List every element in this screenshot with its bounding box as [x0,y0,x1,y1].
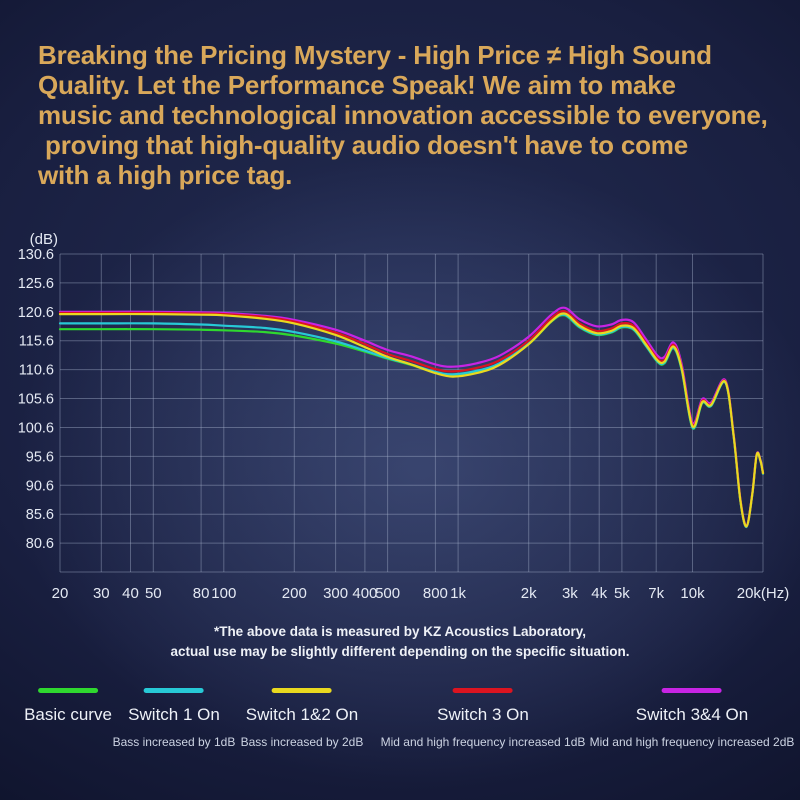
legend-label: Switch 1&2 On [245,705,359,724]
legend-item-switch-3-4-on: Switch 3&4 On Mid and high frequency incr… [589,688,795,749]
legend-swatch-basic-curve [38,688,98,693]
x-tick-label: 400 [352,585,377,602]
y-tick-label: 125.6 [18,276,54,292]
x-tick-label: 4k [591,585,607,602]
x-tick-label: 50 [145,585,162,602]
x-tick-label: 100 [211,585,236,602]
y-tick-label: 105.6 [18,392,54,408]
legend-sublabel: Mid and high frequency increased 1dB [380,735,586,749]
x-tick-label: 500 [375,585,400,602]
x-tick-label: 40 [122,585,139,602]
legend-label: Switch 3 On [437,705,529,724]
footnote-line-1: *The above data is measured by KZ Acoust… [213,624,587,639]
x-tick-label: 3k [562,585,578,602]
x-tick-label: 20 [52,585,69,602]
legend-swatch-switch-3-4-on [661,688,722,693]
x-tick-label: 300 [323,585,348,602]
x-tick-label: 80 [193,585,210,602]
legend-label: Switch 1 On [128,705,220,724]
page-title: Breaking the Pricing Mystery - High Pric… [38,40,768,190]
legend-item-basic-curve: Basic curve [24,688,112,725]
y-tick-label: 130.6 [18,247,54,263]
x-tick-label: 800 [423,585,448,602]
y-tick-label: 110.6 [19,363,54,379]
legend-item-switch-1-on: Switch 1 On Bass increased by 1dB [112,688,236,749]
y-tick-label: 100.6 [18,421,54,437]
x-tick-label: 10k [680,585,705,602]
chart-footnote: *The above data is measured by KZ Acoust… [0,622,800,662]
y-tick-label: 85.6 [26,507,54,523]
legend-item-switch-1-2-on: Switch 1&2 On Bass increased by 2dB [240,688,364,749]
legend-label: Basic curve [24,705,112,724]
legend-item-switch-3-on: Switch 3 On Mid and high frequency increa… [380,688,586,749]
x-tick-label: 200 [282,585,307,602]
curve-switch-1-2-on [58,312,765,528]
legend-label: Switch 3&4 On [635,705,749,724]
legend-sublabel: Bass increased by 2dB [240,735,364,749]
y-tick-label: 80.6 [26,536,54,552]
footnote-line-2: actual use may be slightly different dep… [170,644,630,659]
y-tick-label: 115.6 [19,334,54,350]
x-tick-label: 2k [521,585,537,602]
legend-swatch-switch-3-on [452,688,513,693]
x-tick-label: 30 [93,585,110,602]
x-tick-label: 7k [648,585,664,602]
legend-sublabel: Bass increased by 1dB [112,735,236,749]
y-tick-label: 95.6 [26,449,54,465]
legend-sublabel: Mid and high frequency increased 2dB [589,735,795,749]
y-tick-label: 120.6 [18,305,54,321]
legend-swatch-switch-1-on [144,688,204,693]
x-tick-label: 5k [614,585,630,602]
x-tick-label: 20k(Hz) [737,585,790,602]
legend-swatch-switch-1-2-on [272,688,332,693]
y-tick-label: 90.6 [26,478,54,494]
x-tick-label: 1k [450,585,466,602]
db-axis-label: (dB) [30,231,58,248]
